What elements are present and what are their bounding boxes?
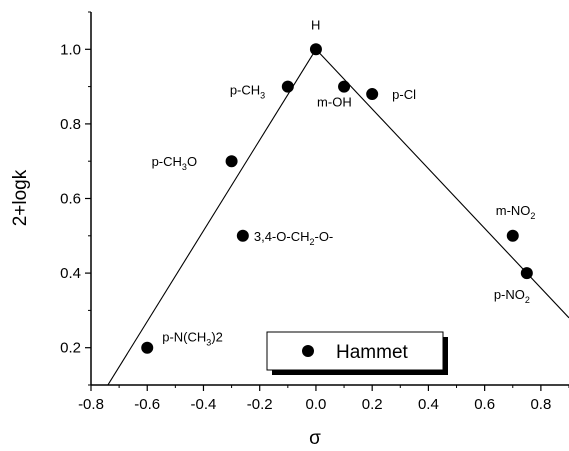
x-axis-title: σ	[309, 428, 321, 449]
point-label: p-N(CH3)2	[162, 330, 223, 348]
x-tick-label: 0.2	[362, 396, 383, 413]
data-point	[225, 155, 238, 168]
y-tick-label: 0.6	[60, 191, 81, 208]
fit-line	[107, 49, 317, 386]
y-tick-label: 0.2	[60, 340, 81, 357]
point-label: H	[311, 17, 320, 32]
x-tick-label: 0.6	[474, 396, 495, 413]
data-point	[141, 341, 154, 354]
data-point	[281, 80, 294, 93]
data-point	[506, 229, 519, 242]
y-tick-label: 0.4	[60, 265, 81, 282]
data-point	[520, 267, 533, 280]
fit-line	[315, 48, 569, 319]
x-tick-label: 0.4	[418, 396, 439, 413]
point-label: m-NO2	[496, 203, 536, 221]
legend: Hammet	[266, 331, 448, 375]
x-tick-label: -0.2	[247, 396, 273, 413]
point-label: p-Cl	[392, 87, 416, 102]
x-tick-label: -0.4	[191, 396, 217, 413]
legend-box	[266, 331, 444, 371]
data-point	[338, 80, 351, 93]
data-point	[309, 43, 322, 56]
x-tick-label: 0.0	[306, 396, 327, 413]
point-label: m-OH	[317, 95, 352, 110]
point-label: 3,4-O-CH2-O-	[254, 229, 333, 247]
data-point	[366, 88, 379, 101]
axis-ticks: -0.8 -0.6 -0.4 -0.2 0.0 0.2 0.4 0.6 0.8 0.2 0.4 0.6…	[60, 11, 569, 413]
point-label: p-CH3O	[152, 154, 197, 172]
point-label: p-NO2	[494, 287, 530, 305]
point-labels: Hp-CH3 m-OH p-Cl p-CH3O 3,4-O-CH2-O-m-NO2 p-N…	[152, 17, 536, 347]
x-tick-label: 0.8	[530, 396, 551, 413]
data-points	[141, 43, 533, 354]
y-tick-label: 0.8	[60, 116, 81, 133]
y-tick-label: 1.0	[60, 41, 81, 58]
y-axis-title: 2+logk	[10, 169, 31, 226]
point-label: p-CH3	[230, 83, 265, 101]
data-point	[236, 229, 249, 242]
legend-label: Hammet	[336, 342, 409, 363]
legend-marker	[302, 345, 314, 357]
x-tick-label: -0.6	[134, 396, 160, 413]
x-tick-label: -0.8	[78, 396, 104, 413]
